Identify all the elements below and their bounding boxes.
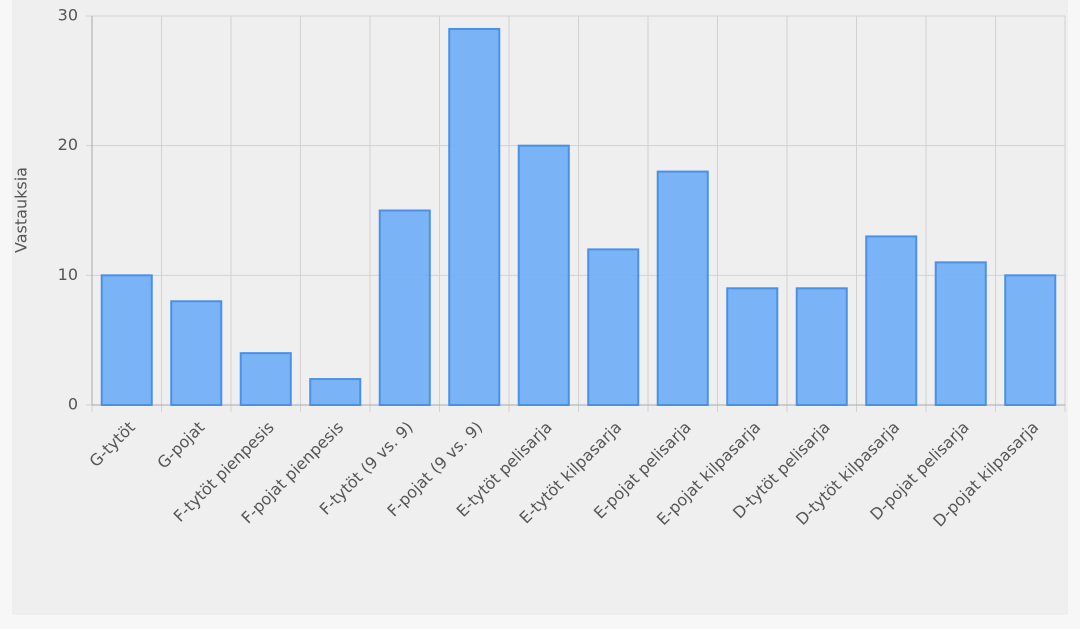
bar — [170, 300, 223, 406]
bar — [934, 261, 987, 406]
bar — [448, 27, 501, 406]
bar — [1004, 274, 1057, 407]
y-tick-label: 20 — [58, 135, 78, 154]
bar — [517, 144, 570, 407]
bar — [378, 209, 431, 406]
y-tick-label: 0 — [68, 395, 78, 414]
bar — [726, 287, 779, 406]
bar — [795, 287, 848, 406]
bar — [656, 170, 709, 406]
bar — [100, 274, 153, 407]
y-axis-label: Vastauksia — [12, 167, 31, 253]
y-tick-label: 30 — [58, 6, 78, 25]
bar — [865, 235, 918, 406]
bar — [239, 352, 292, 406]
y-tick-label: 10 — [58, 265, 78, 284]
bar — [587, 248, 640, 406]
bar — [309, 378, 362, 407]
